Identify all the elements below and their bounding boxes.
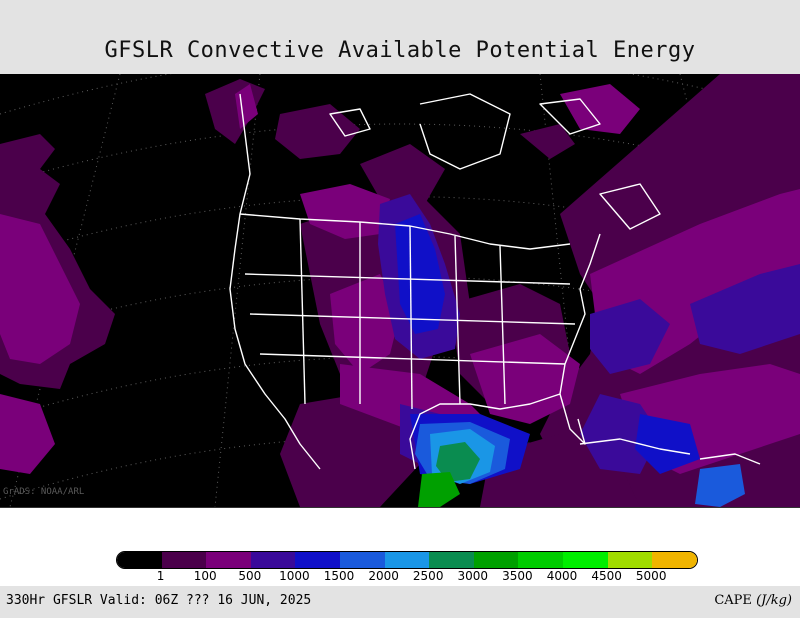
cape-teal: [436, 442, 480, 482]
colorbar-segment: [339, 552, 385, 568]
colorbar-tick-label: 5000: [635, 569, 667, 583]
colorbar-segment: [562, 552, 608, 568]
variable-units-label: CAPE (J/kg): [714, 593, 792, 608]
colorbar-segment: [652, 552, 697, 568]
colorbar-segment: [429, 552, 474, 568]
cape-green: [418, 472, 460, 507]
colorbar-tick-label: 1500: [323, 569, 355, 583]
colorbar-tick-label: 4000: [546, 569, 578, 583]
colorbar-tick-label: 3500: [502, 569, 533, 583]
title-bar: [0, 0, 800, 74]
colorbar-segment: [607, 552, 653, 568]
colorbar-tick-label: 3000: [457, 569, 489, 583]
colorbar-segment: [473, 552, 519, 568]
graticule: [0, 74, 800, 507]
colorbar-tick-label: 1: [156, 569, 165, 583]
colorbar-tick-label: 2000: [368, 569, 399, 583]
valid-time-label: 330Hr GFSLR Valid: 06Z ??? 16 JUN, 2025: [6, 593, 312, 608]
units-label: (J/kg): [756, 593, 792, 608]
colorbar-tick-label: 1000: [279, 569, 310, 583]
map-boundaries: [229, 93, 761, 470]
colorbar-tick-label: 4500: [591, 569, 622, 583]
cape-map-svg: [0, 74, 800, 507]
colorbar-segment: [161, 552, 207, 568]
legend-area: [0, 508, 800, 586]
colorbar-segment: [206, 552, 251, 568]
colorbar-tick-label: 500: [238, 569, 262, 583]
footer-bar: [0, 586, 800, 618]
colorbar-segment: [250, 552, 296, 568]
colorbar-segment: [117, 552, 162, 568]
cape-map: [0, 74, 800, 508]
colorbar-tick-label: 2500: [412, 569, 444, 583]
grads-watermark: GrADS: NOAA/ARL: [3, 487, 85, 497]
colorbar-segment: [295, 552, 340, 568]
colorbar: [116, 551, 698, 569]
colorbar-segment: [384, 552, 430, 568]
map-title: GFSLR Convective Available Potential Ene…: [104, 38, 696, 63]
colorbar-tick-label: 100: [193, 569, 217, 583]
variable-label: CAPE: [714, 593, 752, 608]
colorbar-segment: [518, 552, 563, 568]
